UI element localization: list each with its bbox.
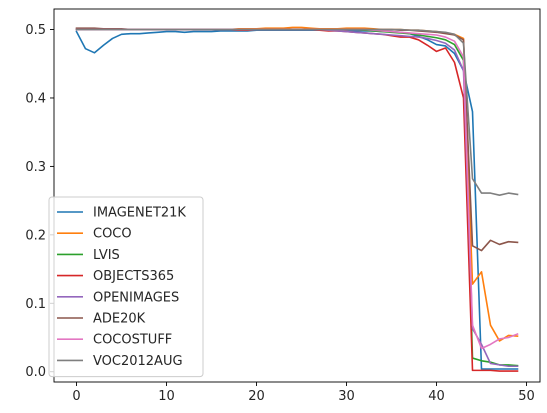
- legend-label-imagenet21k: IMAGENET21K: [93, 206, 186, 221]
- series-layer: [75, 26, 519, 372]
- y-tick-label: 0.5: [25, 23, 46, 38]
- legend-label-lvis: LVIS: [93, 248, 120, 263]
- x-tick-label: 30: [338, 389, 355, 404]
- x-tick-label: 20: [248, 389, 265, 404]
- x-tick-label: 0: [72, 389, 80, 404]
- legend-label-openimages: OPENIMAGES: [93, 290, 179, 305]
- y-tick-label: 0.2: [25, 228, 46, 243]
- axes-layer: 0 10 20 30 40 50 0.0 0.1 0.2 0.3 0.4 0.5: [25, 8, 541, 404]
- legend-label-ade20k: ADE20K: [93, 312, 146, 327]
- legend-box: [48, 196, 204, 378]
- legend-label-voc2012aug: VOC2012AUG: [93, 354, 183, 369]
- y-tick-label: 0.0: [25, 365, 46, 380]
- y-tick-label: 0.4: [25, 91, 46, 106]
- x-tick-label: 40: [428, 389, 445, 404]
- legend-label-objects365: OBJECTS365: [93, 269, 174, 284]
- legend-label-coco: COCO: [93, 227, 132, 242]
- axes-frame: [53, 8, 541, 383]
- x-tick-label: 10: [158, 389, 175, 404]
- legend: IMAGENET21K COCO LVIS OBJECTS365 OPENIMAGES A…: [48, 196, 204, 378]
- x-tick-label: 50: [518, 389, 535, 404]
- y-tick-label: 0.1: [25, 297, 46, 312]
- series-line-voc2012aug: [75, 28, 519, 196]
- y-tick-label: 0.3: [25, 160, 46, 175]
- legend-label-cocostuff: COCOSTUFF: [93, 333, 172, 348]
